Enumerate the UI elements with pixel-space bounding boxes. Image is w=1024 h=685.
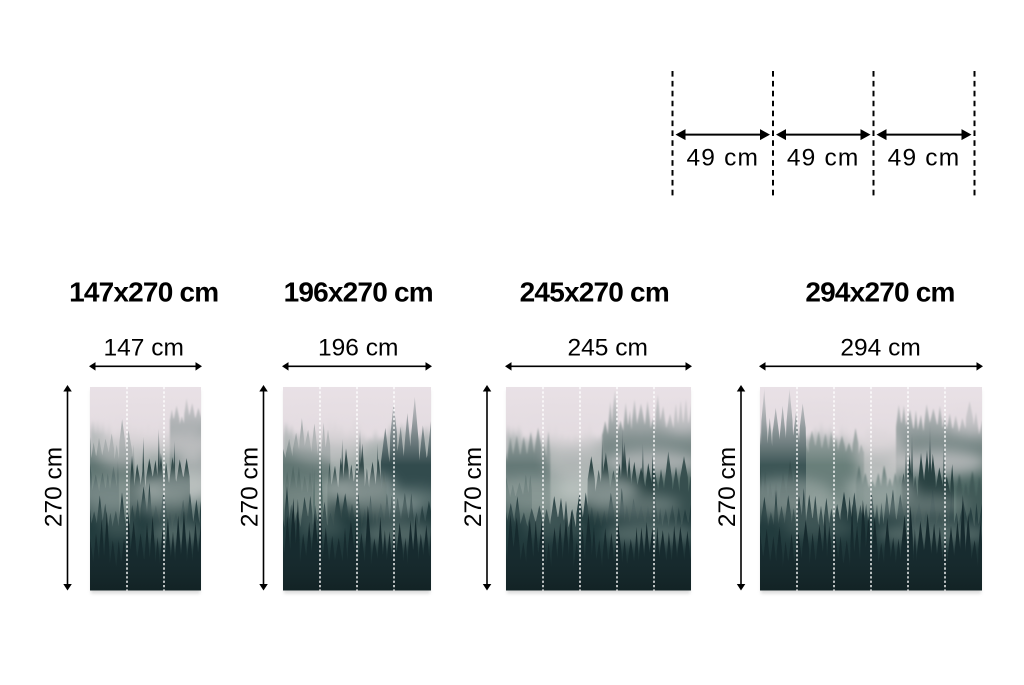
svg-text:196x270 cm: 196x270 cm [284,276,433,307]
svg-text:245 cm: 245 cm [568,335,648,362]
svg-text:245x270 cm: 245x270 cm [520,276,669,307]
svg-text:270 cm: 270 cm [41,447,68,527]
svg-text:270 cm: 270 cm [237,447,264,527]
svg-text:147x270 cm: 147x270 cm [69,276,218,307]
svg-text:294 cm: 294 cm [840,335,920,362]
svg-text:294x270 cm: 294x270 cm [805,276,954,307]
svg-text:49 cm: 49 cm [787,145,860,172]
svg-text:196 cm: 196 cm [318,335,398,362]
svg-text:49 cm: 49 cm [686,145,759,172]
svg-text:49 cm: 49 cm [888,145,961,172]
svg-text:270 cm: 270 cm [714,447,741,527]
svg-text:147 cm: 147 cm [104,335,184,362]
svg-text:270 cm: 270 cm [460,447,487,527]
